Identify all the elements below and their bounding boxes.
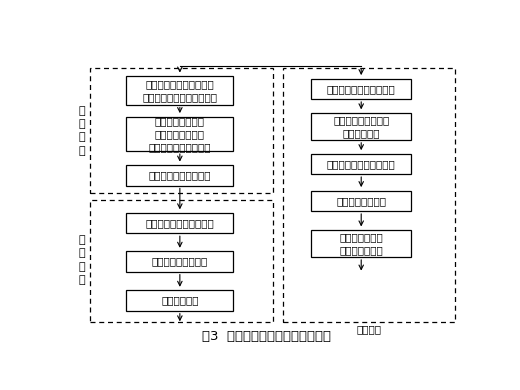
Text: 交
叉
模
块: 交 叉 模 块 <box>79 235 85 285</box>
Bar <box>90 68 272 193</box>
Bar <box>90 200 272 322</box>
Text: 计算前一代中适应度值比
当前群体大的个体及其数量: 计算前一代中适应度值比 当前群体大的个体及其数量 <box>142 79 217 102</box>
Text: 选
择
模
块: 选 择 模 块 <box>79 106 85 156</box>
Bar <box>126 290 233 311</box>
Text: 保存处理过的种群: 保存处理过的种群 <box>336 196 386 206</box>
Text: 实施重插入操作
以维持种群数量: 实施重插入操作 以维持种群数量 <box>340 232 383 255</box>
Bar <box>311 154 411 174</box>
Bar <box>311 113 411 140</box>
Text: 计算参与变异的基因数量: 计算参与变异的基因数量 <box>327 84 396 94</box>
Text: 保存当前代的各项数据: 保存当前代的各项数据 <box>149 170 211 180</box>
Text: 用上一代适应度比
当前代更大的个体
随机取代当前代的个体: 用上一代适应度比 当前代更大的个体 随机取代当前代的个体 <box>149 116 211 152</box>
Bar <box>126 213 233 233</box>
Text: 进行单点交叉: 进行单点交叉 <box>161 296 199 305</box>
Bar <box>126 76 233 105</box>
Bar <box>311 230 411 257</box>
Text: 选出参与交叉的染色体对: 选出参与交叉的染色体对 <box>146 218 214 228</box>
Bar <box>126 165 233 186</box>
Text: 采用随机选取的方式
确定变异基因: 采用随机选取的方式 确定变异基因 <box>333 115 389 138</box>
Text: 变异模块: 变异模块 <box>356 324 381 334</box>
Text: 对变异基因进行取反操作: 对变异基因进行取反操作 <box>327 159 396 169</box>
Text: 图3  选择、交叉和变异操作流程图: 图3 选择、交叉和变异操作流程图 <box>202 330 331 342</box>
Bar <box>126 251 233 272</box>
Bar <box>311 79 411 99</box>
Bar <box>311 191 411 211</box>
Bar <box>126 117 233 151</box>
Text: 随机选择交叉点位置: 随机选择交叉点位置 <box>152 257 208 266</box>
Bar <box>283 68 455 322</box>
